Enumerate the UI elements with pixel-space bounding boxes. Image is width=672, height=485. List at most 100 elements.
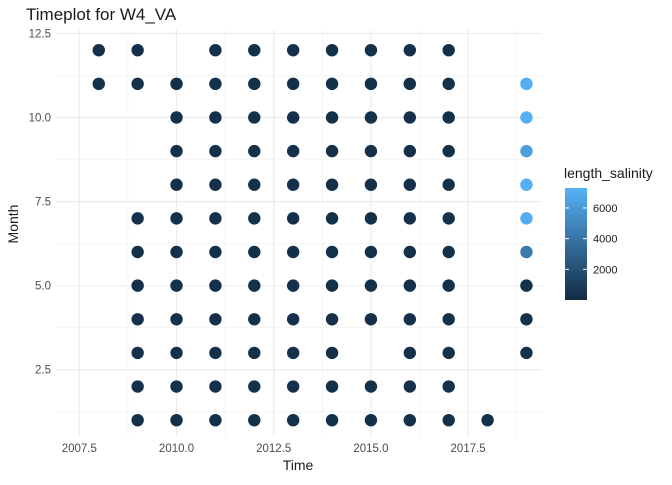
data-point [209, 313, 222, 326]
data-point [286, 279, 300, 292]
y-tick-label: 12.5 [29, 28, 51, 40]
data-point [520, 178, 533, 191]
data-point [364, 212, 378, 225]
data-point [403, 413, 417, 427]
data-point [442, 43, 455, 57]
data-point [364, 313, 378, 326]
x-tick-label: 2015.0 [353, 443, 388, 455]
data-point [286, 178, 300, 191]
data-point [442, 144, 455, 158]
x-tick-label: 2010.0 [159, 443, 194, 455]
data-point [442, 279, 455, 292]
data-point [131, 313, 144, 326]
data-point [364, 43, 378, 57]
data-point [325, 279, 339, 292]
data-point [403, 245, 417, 259]
data-point [364, 77, 378, 91]
data-point [520, 77, 533, 91]
data-point [286, 413, 300, 427]
data-point [325, 178, 339, 191]
data-point [248, 380, 261, 393]
data-point [364, 380, 378, 393]
data-point [442, 313, 455, 326]
data-point [248, 43, 261, 57]
data-point [520, 111, 533, 124]
data-point [286, 111, 300, 124]
data-point [364, 279, 378, 292]
data-point [286, 212, 300, 225]
data-point [403, 111, 417, 124]
data-point [325, 313, 339, 326]
data-point [248, 346, 261, 360]
data-point [170, 346, 183, 360]
data-point [442, 245, 455, 259]
x-tick-label: 2012.5 [256, 443, 291, 455]
data-point [170, 245, 183, 259]
data-point [170, 413, 183, 427]
data-point [403, 178, 417, 191]
y-tick-label: 5.0 [35, 281, 51, 293]
data-point [209, 111, 222, 124]
y-axis-title: Month [5, 205, 21, 244]
data-point [325, 43, 339, 57]
legend-tick-label: 2000 [593, 264, 617, 276]
data-point [209, 77, 222, 91]
data-point [248, 144, 261, 158]
data-point [92, 77, 105, 91]
data-point [286, 380, 300, 393]
data-point [325, 111, 339, 124]
data-point [520, 313, 533, 326]
data-point [209, 279, 222, 292]
data-point [286, 144, 300, 158]
data-point [325, 413, 339, 427]
x-tick-label: 2017.5 [451, 443, 486, 455]
data-point [364, 178, 378, 191]
data-point [442, 346, 455, 360]
data-point [248, 313, 261, 326]
data-point [209, 380, 222, 393]
legend-tick-label: 6000 [593, 203, 617, 215]
data-point [131, 346, 144, 360]
x-axis-ticks: 2007.5 2010.0 2012.5 2015.0 2017.5 [62, 443, 486, 455]
data-point [442, 380, 455, 393]
data-point [209, 245, 222, 259]
data-point [325, 77, 339, 91]
data-point [248, 245, 261, 259]
data-point [403, 380, 417, 393]
data-point [364, 144, 378, 158]
data-point [520, 279, 533, 292]
data-point [403, 279, 417, 292]
data-point [403, 313, 417, 326]
data-point [248, 77, 261, 91]
data-point [170, 313, 183, 326]
x-axis-title: Time [283, 457, 314, 473]
legend-tick-label: 4000 [593, 234, 617, 246]
data-point [170, 77, 183, 91]
legend-colorbar [565, 188, 587, 300]
data-point [209, 178, 222, 191]
y-tick-label: 2.5 [35, 365, 51, 377]
data-point [442, 178, 455, 191]
data-point [209, 43, 222, 57]
y-axis-ticks: 2.5 5.0 7.5 10.0 12.5 [29, 28, 51, 376]
data-point [325, 144, 339, 158]
data-point [209, 346, 222, 360]
data-point [286, 43, 300, 57]
data-point [520, 245, 533, 259]
data-point [325, 245, 339, 259]
data-point [131, 245, 144, 259]
data-point [325, 212, 339, 225]
data-point [286, 346, 300, 360]
data-point [403, 77, 417, 91]
data-point [442, 77, 455, 91]
data-point [364, 111, 378, 124]
chart-title: Timeplot for W4_VA [26, 5, 177, 24]
data-point [170, 279, 183, 292]
data-point [481, 413, 494, 427]
data-point [131, 380, 144, 393]
data-point [325, 380, 339, 393]
data-point [248, 178, 261, 191]
data-point [209, 212, 222, 225]
color-legend: length_salinity 2000 4000 6000 [564, 165, 653, 300]
